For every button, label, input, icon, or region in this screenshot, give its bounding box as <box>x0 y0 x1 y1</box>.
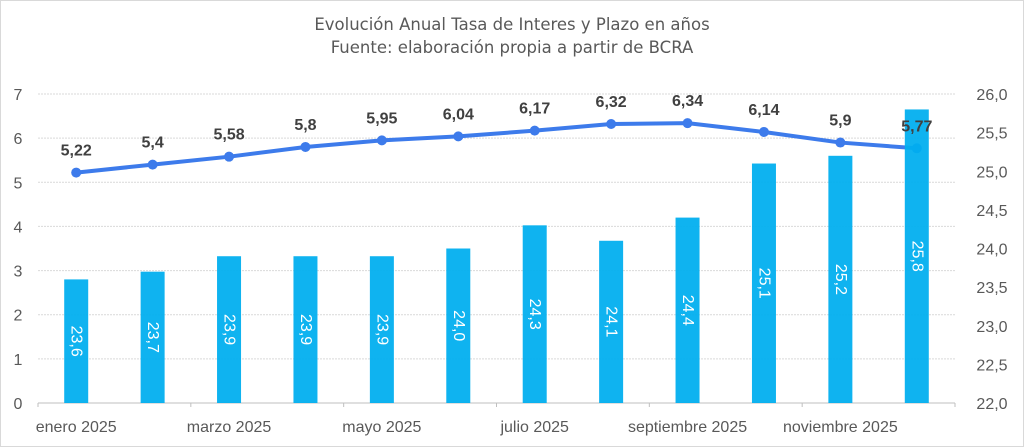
line-data-label: 6,14 <box>748 102 779 119</box>
left-axis-tick-label: 4 <box>14 219 23 236</box>
x-axis-tick-label: noviembre 2025 <box>783 419 898 436</box>
bar-data-labels: 23,6 23,7 23,9 23,9 23,9 24,0 24,3 24,1 24,4 25,1… <box>68 241 926 357</box>
bar-series <box>64 109 929 403</box>
chart-title: Evolución Anual Tasa de Interes y Plazo … <box>314 15 710 34</box>
right-axis-tick-label: 25,5 <box>976 126 1007 143</box>
right-axis-tick-label: 22,5 <box>976 357 1007 374</box>
right-axis-tick-label: 24,0 <box>976 242 1007 259</box>
left-axis-tick-label: 2 <box>14 308 23 325</box>
left-axis-tick-label: 5 <box>14 175 23 192</box>
bar <box>751 163 776 403</box>
x-axis-tick-label: septiembre 2025 <box>628 419 747 436</box>
line-series <box>71 118 922 178</box>
left-axis-tick-label: 3 <box>14 264 23 281</box>
bar <box>904 109 929 403</box>
line-data-label: 6,32 <box>596 94 627 111</box>
line-data-label: 5,77 <box>901 118 932 135</box>
bar-data-label: 25,2 <box>832 264 849 295</box>
line-point <box>376 135 387 146</box>
line-point <box>835 137 846 148</box>
chart-subtitle: Fuente: elaboración propia a partir de B… <box>330 38 694 57</box>
chart-title-block: Evolución Anual Tasa de Interes y Plazo … <box>0 13 1024 59</box>
left-axis-tick-label: 7 <box>14 87 23 104</box>
bar-data-label: 24,3 <box>526 299 543 330</box>
line-data-label: 5,9 <box>829 113 851 130</box>
line-point <box>682 118 693 129</box>
bar-data-label: 23,7 <box>144 322 161 353</box>
x-axis-tick-label: julio 2025 <box>499 419 569 436</box>
bar-data-label: 25,1 <box>755 268 772 299</box>
right-axis-tick-label: 26,0 <box>976 87 1007 104</box>
left-axis-tick-label: 0 <box>14 396 23 413</box>
left-axis: 0 1 2 3 4 5 6 7 <box>14 87 23 413</box>
bar <box>675 217 700 403</box>
bar <box>446 248 471 403</box>
line-point <box>606 119 617 130</box>
line-point <box>758 126 769 137</box>
x-axis-tick-label: marzo 2025 <box>187 419 272 436</box>
bar <box>140 271 165 403</box>
line-point <box>147 159 158 170</box>
bar <box>522 225 547 403</box>
bar-data-label: 23,9 <box>297 314 314 345</box>
bar <box>369 256 394 403</box>
line-data-labels: 5,22 5,4 5,58 5,8 5,95 6,04 6,17 6,32 6,34 6,14 5,… <box>61 93 933 159</box>
bar-data-label: 23,9 <box>221 314 238 345</box>
line-point <box>529 125 540 136</box>
bar-data-label: 24,0 <box>450 310 467 341</box>
line-point <box>224 151 235 162</box>
line-data-label: 6,17 <box>519 101 550 118</box>
bar <box>217 256 242 403</box>
line-data-label: 5,58 <box>213 127 244 144</box>
right-axis-tick-label: 22,0 <box>976 396 1007 413</box>
line-point <box>300 141 311 152</box>
right-axis-tick-label: 24,5 <box>976 203 1007 220</box>
line-data-label: 5,22 <box>61 143 92 160</box>
line-data-label: 5,8 <box>294 117 316 134</box>
left-axis-tick-label: 1 <box>14 352 23 369</box>
bar <box>293 256 318 403</box>
bar-data-label: 25,8 <box>908 241 925 272</box>
right-axis: 22,0 22,5 23,0 23,5 24,0 24,5 25,0 25,5 26,0 <box>976 87 1007 413</box>
right-axis-tick-label: 23,0 <box>976 319 1007 336</box>
line-point <box>453 131 464 142</box>
line-point <box>71 167 82 178</box>
bar <box>828 155 853 403</box>
x-axis-tick-label: enero 2025 <box>36 419 117 436</box>
bar-data-label: 23,6 <box>68 326 85 357</box>
bar <box>64 279 89 403</box>
x-axis-tick-label: mayo 2025 <box>342 419 421 436</box>
bar-data-label: 23,9 <box>373 314 390 345</box>
line-data-label: 5,4 <box>142 135 164 152</box>
right-axis-tick-label: 23,5 <box>976 280 1007 297</box>
bar <box>599 240 624 403</box>
left-axis-tick-label: 6 <box>14 131 23 148</box>
bar-data-label: 24,1 <box>603 306 620 337</box>
right-axis-tick-label: 25,0 <box>976 164 1007 181</box>
bar-data-label: 24,4 <box>679 295 696 326</box>
x-axis: enero 2025 marzo 2025 mayo 2025 julio 2025 s… <box>36 402 956 436</box>
line-path <box>76 121 917 175</box>
line-data-label: 5,95 <box>366 110 397 127</box>
line-data-label: 6,04 <box>443 106 474 123</box>
line-data-label: 6,34 <box>672 93 703 110</box>
